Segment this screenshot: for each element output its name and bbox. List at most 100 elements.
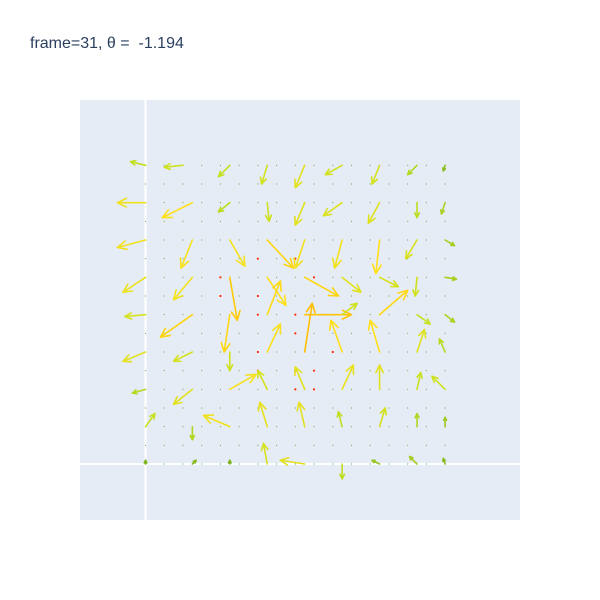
arrow-head [179,257,190,269]
grid-point [182,220,184,222]
grid-point-active [312,369,316,372]
arrow-head [294,178,303,189]
arrow [367,319,381,353]
grid-point [294,239,296,241]
arrow-shaft [416,313,431,325]
grid-point [238,295,240,297]
arrow [294,164,306,189]
grid-point [201,276,203,278]
grid-point [369,370,371,372]
grid-point [425,407,427,409]
grid-point [163,202,165,204]
arrow-head [293,257,304,269]
grid-point [444,407,446,409]
grid-point [294,426,296,428]
grid-point [332,388,334,390]
grid-point [350,351,353,353]
grid-point [350,239,353,241]
grid-point [182,388,184,390]
grid-point [425,164,427,166]
grid-point [163,370,165,372]
grid-point [257,183,259,185]
arrow [266,323,282,353]
arrow [296,401,306,428]
arrow [266,239,295,269]
arrow-head [159,327,172,338]
arrow-shaft [279,459,306,465]
arrow [303,302,316,353]
arrow [408,455,418,465]
grid-point [163,444,165,446]
arrow-shaft [416,328,426,353]
grid-point [201,407,203,409]
grid-point [332,202,334,204]
arrow-shaft [217,164,231,178]
arrow [226,351,234,372]
grid-point [201,388,203,390]
arrow [143,459,148,465]
grid-point [369,332,371,334]
grid-point [313,426,315,428]
arrow [172,388,194,406]
grid-point [257,164,259,166]
arrow [279,456,306,466]
grid-point [332,220,334,222]
grid-point [201,370,203,372]
grid-point [294,276,296,278]
grid-point [332,444,334,446]
grid-point [144,444,147,446]
arrow-head [259,176,268,185]
grid-point [388,276,390,278]
arrow-head [345,364,355,376]
arrow-head [408,455,414,461]
arrow-head [339,473,346,480]
arrow-head [143,459,148,464]
arrow-shaft [341,276,362,294]
grid-point [144,258,147,260]
arrow-head [406,169,413,176]
arrow-shaft [303,302,313,353]
arrow [370,164,381,185]
grid-point [275,444,278,446]
arrow [122,351,147,363]
grid-point [201,332,203,334]
arrow-shaft [163,164,184,168]
arrow-shaft [266,239,295,269]
arrow-shaft [341,364,355,391]
arrow [371,239,382,275]
arrow-head [379,407,388,416]
arrow-shaft [294,239,306,269]
arrow-head [296,401,306,412]
grid-point [425,351,427,353]
grid-point [313,351,315,353]
arrow-shaft [369,319,381,353]
grid-point [407,295,409,297]
arrow [341,276,362,294]
arrow-head [412,289,420,297]
grid-point [163,258,165,260]
grid-point [332,183,334,185]
arrow-shaft [322,201,343,217]
grid-point [238,444,240,446]
grid-point [369,295,371,297]
grid-point [313,463,315,465]
arrow-head [271,323,282,335]
grid-point [350,426,353,428]
grid-point [444,183,446,185]
arrow-shaft [161,201,194,219]
arrow-head [431,375,439,384]
arrow-head [149,412,156,420]
grid-point-active [331,350,334,354]
grid-point [294,164,296,166]
arrow [294,366,306,391]
arrow-shaft [294,164,306,189]
arrow-head [122,283,134,294]
arrow-head [305,302,316,314]
arrow [122,276,147,294]
arrow-head [416,371,423,380]
arrow-shaft [431,375,446,391]
arrow [324,164,343,176]
grid-point [388,220,390,222]
arrow-head [226,363,234,372]
